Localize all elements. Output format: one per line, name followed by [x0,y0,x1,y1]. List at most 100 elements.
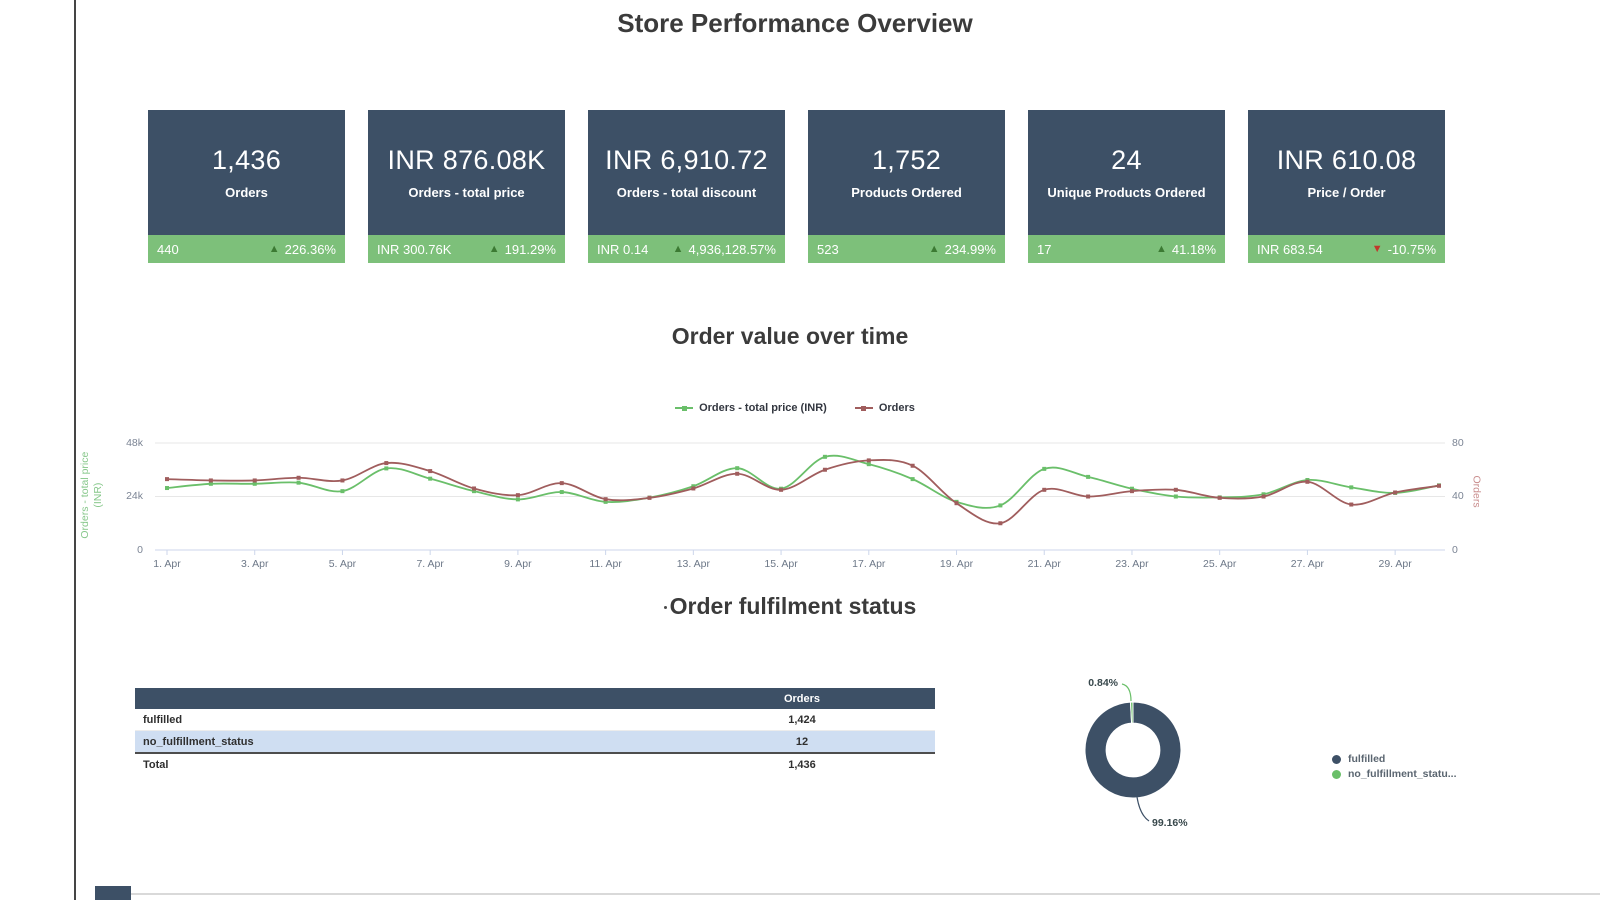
kpi-value: INR 610.08 [1276,145,1417,175]
legend-label: no_fulfillment_statu... [1348,768,1457,780]
right-axis-tick: 40 [1452,490,1464,502]
kpi-label: Unique Products Ordered [1047,185,1206,200]
left-border-line [74,0,76,900]
svg-text:5. Apr: 5. Apr [329,558,357,570]
table-header-blank [135,688,669,709]
fulfilment-donut-chart[interactable]: 0.84% 99.16% [1030,655,1280,845]
section-title-fulfilment: Order fulfilment status [0,593,1580,620]
table-header-row: Orders [135,688,935,709]
bottom-divider-line [100,893,1600,895]
legend-label: Orders - total price (INR) [699,402,827,414]
kpi-delta-value: 41.18% [1171,241,1216,257]
kpi-card-unique-products: 24 Unique Products Ordered 17 ▲ 41.18% [1028,110,1225,263]
legend-item-orders[interactable]: Orders [854,402,915,414]
kpi-delta: ▼ -10.75% [1372,242,1436,257]
kpi-card-body: INR 6,910.72 Orders - total discount [588,110,785,235]
kpi-comparison-bar: INR 300.76K ▲ 191.29% [368,235,565,263]
kpi-value: INR 876.08K [387,145,546,175]
kpi-previous-value: 440 [157,241,179,257]
kpi-previous-value: 17 [1037,241,1052,257]
kpi-delta-value: 191.29% [504,241,556,257]
trend-up-icon: ▲ [928,242,940,255]
left-axis-tick: 0 [137,544,143,556]
left-axis-tick: 48k [126,437,143,449]
kpi-card-body: 1,436 Orders [148,110,345,235]
kpi-value: 1,752 [871,145,942,175]
donut-legend: fulfilled no_fulfillment_statu... [1332,753,1457,780]
kpi-delta: ▲ 226.36% [269,242,336,257]
donut-slices[interactable] [1084,701,1182,799]
left-axis-title: Orders - total price (INR) [78,451,104,539]
kpi-card-orders: 1,436 Orders 440 ▲ 226.36% [148,110,345,263]
legend-item-no-fulfillment[interactable]: no_fulfillment_statu... [1332,768,1457,780]
kpi-value: INR 6,910.72 [605,145,768,175]
table-row: no_fulfillment_status 12 [135,730,935,753]
kpi-card-body: 1,752 Products Ordered [808,110,1005,235]
kpi-label: Orders - total discount [616,185,757,200]
kpi-comparison-bar: INR 0.14 ▲ 4,936,128.57% [588,235,785,263]
legend-item-fulfilled[interactable]: fulfilled [1332,753,1457,765]
kpi-delta-value: -10.75% [1387,241,1436,257]
row-value: 1,424 [669,709,935,731]
line-series-marker-icon [854,404,873,413]
svg-text:19. Apr: 19. Apr [940,558,974,570]
kpi-delta: ▲ 41.18% [1156,242,1216,257]
kpi-delta: ▲ 4,936,128.57% [673,242,776,257]
kpi-card-body: INR 610.08 Price / Order [1248,110,1445,235]
svg-text:7. Apr: 7. Apr [416,558,444,570]
kpi-comparison-bar: 523 ▲ 234.99% [808,235,1005,263]
donut-percent-large: 99.16% [1152,817,1188,829]
left-axis-tick: 24k [126,490,143,502]
svg-text:21. Apr: 21. Apr [1028,558,1062,570]
legend-label: Orders [878,402,915,414]
total-value: 1,436 [669,752,935,775]
kpi-label: Orders - total price [408,185,525,200]
legend-item-total-price[interactable]: Orders - total price (INR) [675,402,827,414]
svg-text:3. Apr: 3. Apr [241,558,269,570]
kpi-comparison-bar: 440 ▲ 226.36% [148,235,345,263]
right-axis-tick: 0 [1452,544,1458,556]
donut-percent-small: 0.84% [1088,677,1118,689]
stray-bullet-dot [663,606,667,610]
section-title-order-value: Order value over time [671,323,909,349]
line-chart-plot-area[interactable]: 1. Apr 3. Apr 5. Apr 7. Apr 9. Apr 11. Apr 13.… [150,430,1450,570]
kpi-delta-value: 226.36% [284,241,336,257]
svg-text:17. Apr: 17. Apr [852,558,886,570]
line-chart-legend: Orders - total price (INR) Orders [0,402,1590,414]
line-series-marker-icon [675,404,694,413]
kpi-card-total-discount: INR 6,910.72 Orders - total discount INR… [588,110,785,263]
kpi-delta: ▲ 191.29% [489,242,556,257]
svg-text:1. Apr: 1. Apr [153,558,181,570]
kpi-card-total-price: INR 876.08K Orders - total price INR 300… [368,110,565,263]
svg-text:29. Apr: 29. Apr [1378,558,1412,570]
kpi-delta-value: 234.99% [944,241,996,257]
kpi-card-price-per-order: INR 610.08 Price / Order INR 683.54 ▼ -10… [1248,110,1445,263]
table-row: fulfilled 1,424 [135,709,935,731]
fulfilment-table: Orders fulfilled 1,424 no_fulfillment_st… [135,688,935,775]
svg-text:13. Apr: 13. Apr [677,558,711,570]
pie-swatch-icon [1332,754,1341,764]
kpi-delta: ▲ 234.99% [929,242,996,257]
kpi-card-body: 24 Unique Products Ordered [1028,110,1225,235]
svg-text:27. Apr: 27. Apr [1291,558,1325,570]
kpi-label: Price / Order [1307,185,1386,200]
trend-up-icon: ▲ [672,242,684,255]
partial-card-below-fold [95,886,131,900]
pie-swatch-icon [1332,769,1341,779]
kpi-card-body: INR 876.08K Orders - total price [368,110,565,235]
kpi-previous-value: INR 0.14 [597,241,649,257]
svg-text:11. Apr: 11. Apr [589,558,622,570]
trend-up-icon: ▲ [268,242,280,255]
label-leader-line-dark [1136,796,1150,822]
kpi-previous-value: INR 683.54 [1257,241,1323,257]
kpi-previous-value: INR 300.76K [377,241,452,257]
kpi-label: Orders [225,185,268,200]
total-label: Total [135,752,669,775]
kpi-value: 1,436 [211,145,282,175]
kpi-label: Products Ordered [851,185,962,200]
kpi-value: 24 [1111,145,1142,175]
svg-text:9. Apr: 9. Apr [504,558,532,570]
svg-text:15. Apr: 15. Apr [764,558,798,570]
trend-up-icon: ▲ [488,242,500,255]
